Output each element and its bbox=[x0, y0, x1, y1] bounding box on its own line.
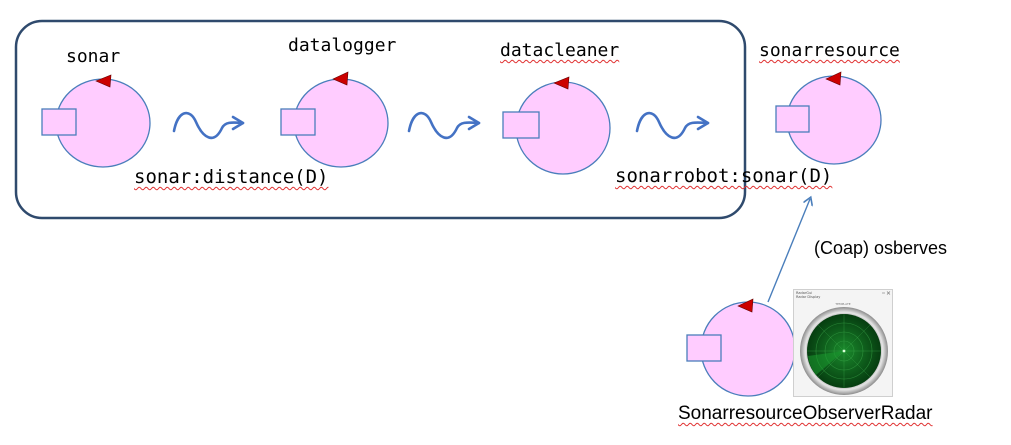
message-label-sonarrobot-text: sonarrobot:sonar(D) bbox=[615, 165, 833, 187]
actor-name-datalogger: datalogger bbox=[288, 35, 397, 56]
observe-label: (Coap) osberves bbox=[814, 238, 948, 258]
message-label-sonarrobot: sonarrobot:sonar(D) bbox=[615, 167, 832, 186]
actor-datalogger-port bbox=[280, 108, 316, 136]
actor-datalogger[interactable] bbox=[280, 71, 389, 168]
thumbnail-window-title: RadarGui bbox=[796, 291, 813, 295]
actor-observer-port bbox=[686, 334, 722, 362]
actor-name-sonarresource: sonarresource bbox=[759, 40, 900, 61]
actor-observer[interactable] bbox=[686, 298, 796, 397]
message-label-distance: sonar:distance(D) bbox=[134, 168, 328, 187]
thumbnail-center-label: TEMPLATE bbox=[835, 302, 851, 306]
actor-datacleaner-port bbox=[502, 111, 540, 139]
flow-arrow-datacleaner-sonarresource bbox=[635, 111, 710, 140]
radar-screen-icon bbox=[800, 291, 891, 395]
state-marker-icon bbox=[95, 74, 112, 88]
actor-sonarresource-port bbox=[775, 105, 810, 133]
actor-name-sonar: sonar bbox=[66, 46, 121, 67]
context-boundary bbox=[14, 19, 747, 220]
state-marker-icon bbox=[553, 76, 570, 90]
flow-arrow-datalogger-datacleaner bbox=[407, 111, 481, 140]
actor-datacleaner[interactable] bbox=[502, 76, 611, 175]
actor-sonar-port bbox=[41, 108, 77, 136]
message-label-distance-text: sonar:distance(D) bbox=[134, 166, 329, 188]
state-marker-icon bbox=[737, 298, 754, 313]
state-marker-icon bbox=[825, 71, 842, 86]
radar-gui-thumbnail: RadarGui Radar Display TEMPLATE bbox=[793, 289, 893, 397]
actor-name-datacleaner: datacleaner bbox=[500, 40, 620, 61]
observe-arrow bbox=[767, 199, 810, 303]
actor-sonarresource[interactable] bbox=[775, 71, 882, 165]
actor-sonar[interactable] bbox=[41, 74, 151, 168]
thumbnail-subtitle: Radar Display bbox=[796, 295, 821, 299]
state-marker-icon bbox=[332, 71, 349, 86]
actor-name-observer: SonarresourceObserverRadar bbox=[678, 403, 933, 424]
flow-arrow-sonar-datalogger bbox=[172, 111, 245, 140]
